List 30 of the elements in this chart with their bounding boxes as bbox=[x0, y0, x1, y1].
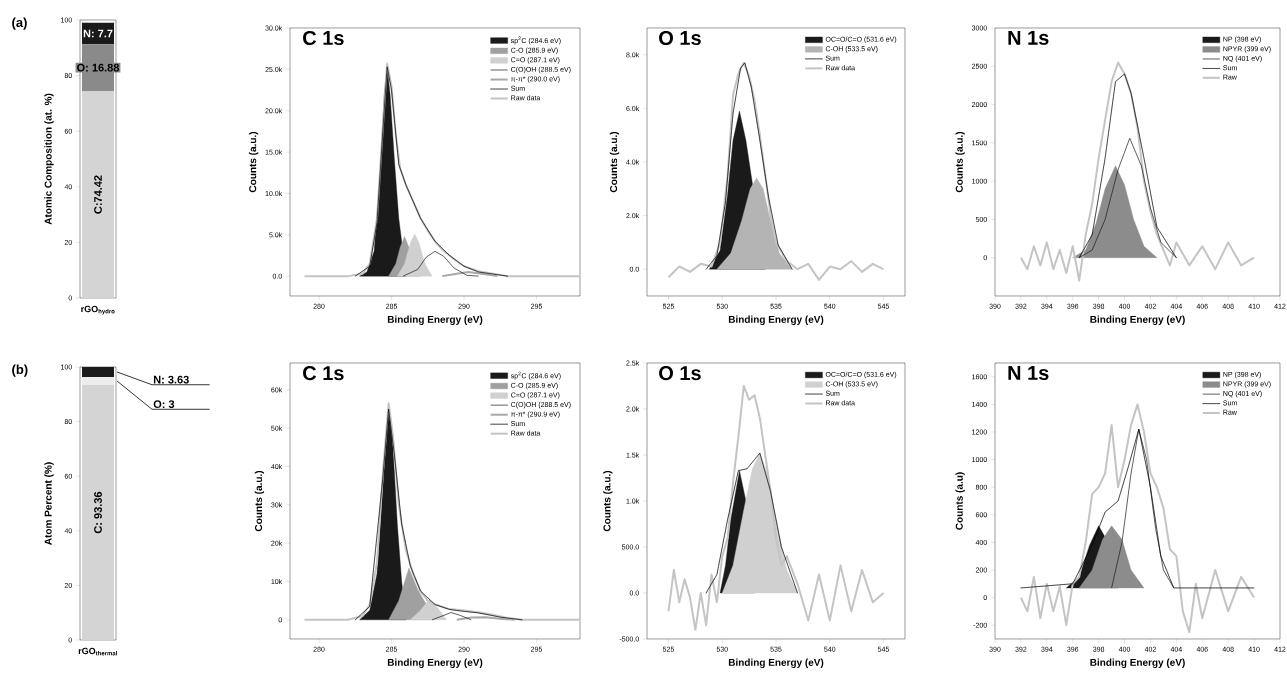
x-axis-title: Binding Energy (eV) bbox=[1090, 658, 1185, 668]
data-label: O: 16.88 bbox=[77, 63, 120, 72]
data-label: C:74.42 bbox=[94, 175, 102, 214]
y-axis-title: Atomic Composition (at. %) bbox=[44, 93, 54, 225]
chart-title: N 1s bbox=[1008, 366, 1049, 380]
y-axis-title: Counts (a.u) bbox=[955, 472, 965, 530]
data-label: N: 3.63 bbox=[153, 375, 189, 384]
x-axis-title: Binding Energy (eV) bbox=[1090, 315, 1185, 325]
x-axis-title: Binding Energy (eV) bbox=[728, 658, 824, 668]
text: (b) bbox=[12, 364, 28, 377]
y-axis-title: Counts (a.u.) bbox=[254, 470, 265, 532]
y-axis-title: Atom Percent (%) bbox=[44, 462, 54, 545]
y-axis-title: Counts (a.u.) bbox=[248, 131, 259, 193]
x-axis-title: Binding Energy (eV) bbox=[387, 658, 483, 668]
data-label: C: 93.36 bbox=[94, 491, 102, 534]
y-axis-title: Counts (a.u.) bbox=[955, 131, 965, 193]
y-axis-title: Counts (a.u.) bbox=[609, 131, 620, 193]
x-axis-title: Binding Energy (eV) bbox=[728, 315, 824, 325]
x-tick-label: rGO$_{hydro}$ bbox=[81, 305, 115, 315]
y-axis-title: Counts (a.u.) bbox=[603, 470, 613, 532]
data-label: O: 3 bbox=[153, 400, 175, 409]
chart-title: C 1s bbox=[303, 366, 344, 381]
chart-title: C 1s bbox=[303, 30, 344, 46]
chart-title: O 1s bbox=[659, 366, 701, 381]
text: (a) bbox=[12, 17, 27, 30]
data-label: N: 7.7 bbox=[83, 29, 113, 38]
x-tick-label: rGO$_{thermal}$ bbox=[78, 647, 117, 656]
x-axis-title: Binding Energy (eV) bbox=[387, 315, 483, 325]
chart-title: O 1s bbox=[659, 30, 701, 46]
chart-title: N 1s bbox=[1008, 30, 1049, 45]
